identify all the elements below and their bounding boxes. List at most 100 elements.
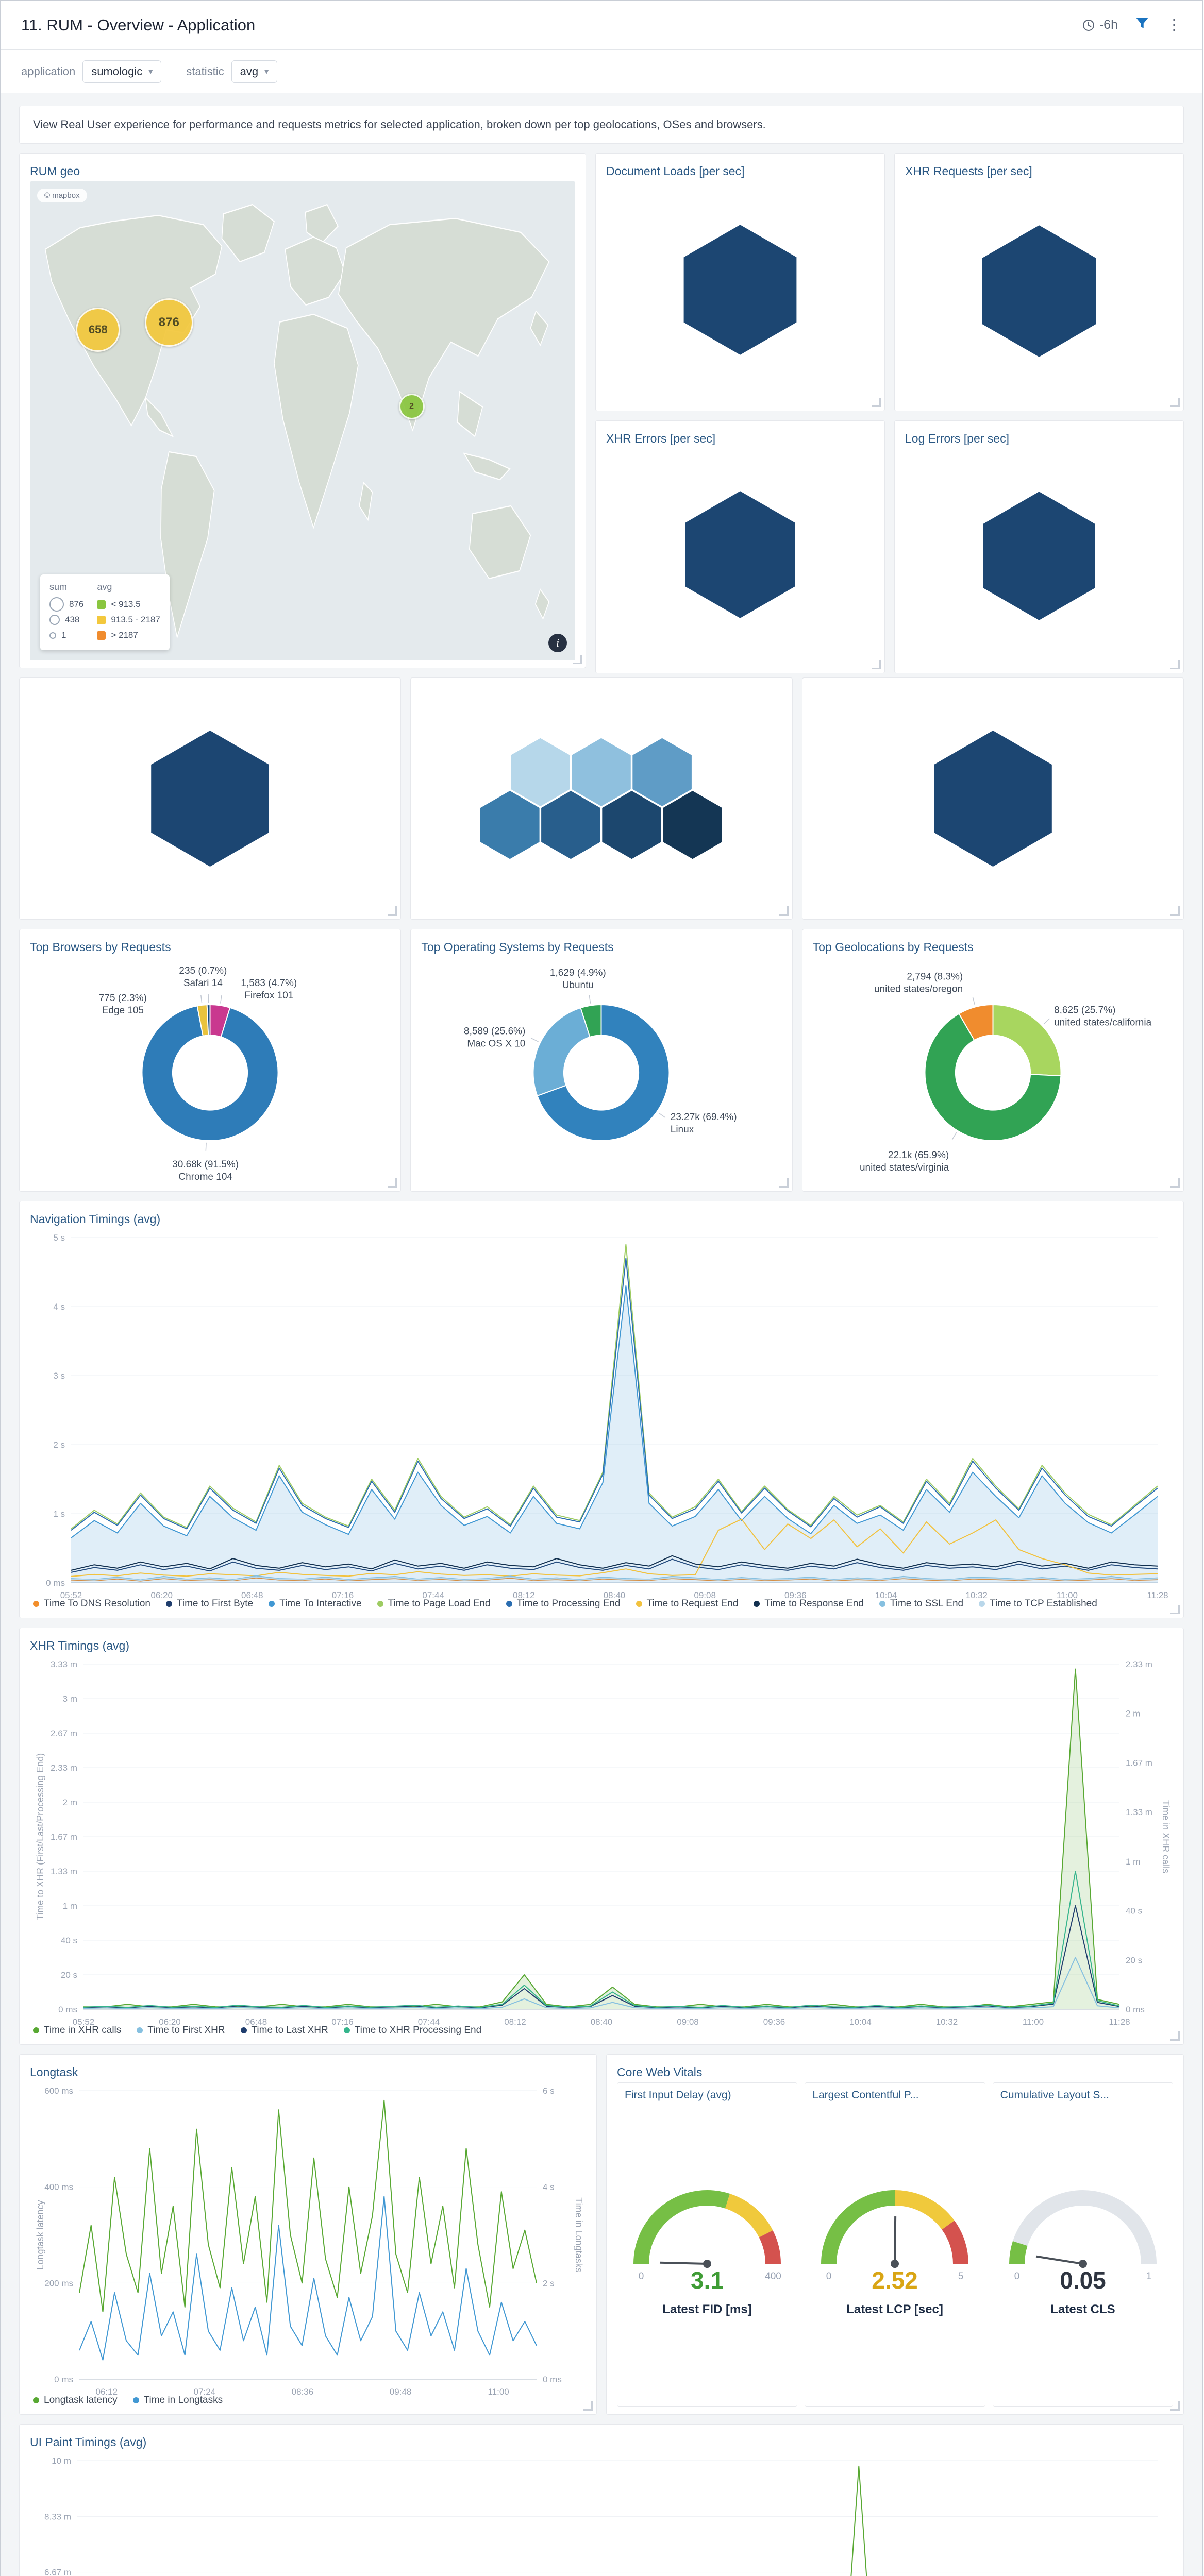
line-chart-xhr-timings[interactable]: 3.33 m 3 m 2.67 m 2.33 m 2 m 1.67 m 1.33 m 1 m 4…: [30, 1656, 1173, 2027]
svg-text:05:52: 05:52: [73, 2017, 95, 2027]
honeycomb-chart[interactable]: [905, 449, 1173, 666]
application-filter-value[interactable]: sumologic ▾: [82, 60, 162, 83]
honeycomb-chart[interactable]: [813, 685, 1173, 912]
svg-text:08:12: 08:12: [513, 1590, 535, 1600]
panel-top-os: Top Operating Systems by Requests 23.27k…: [410, 929, 793, 1192]
honeycomb-chart[interactable]: [905, 181, 1173, 403]
svg-text:1 m: 1 m: [1126, 1857, 1140, 1867]
map-bubble[interactable]: 2: [398, 394, 425, 420]
panel-title: Log Errors [per sec]: [905, 431, 1009, 445]
map-info-icon[interactable]: i: [548, 634, 567, 652]
legend-item[interactable]: Longtask latency: [33, 2395, 118, 2406]
svg-text:1.33 m: 1.33 m: [1126, 1807, 1152, 1817]
donut-chart-browsers[interactable]: 1,583 (4.7%) Firefox 101 30.68k (91.5%) Chr…: [30, 957, 390, 1184]
legend-item[interactable]: Time to XHR Processing End: [343, 2025, 481, 2036]
gauge-chart-lcp[interactable]: 0 5 2.52 Latest LCP [sec]: [812, 2104, 977, 2400]
panel-navigation-timings: Navigation Timings (avg) 5 s 4 s 3 s 2 s 1 s…: [19, 1201, 1184, 1618]
svg-text:1.33 m: 1.33 m: [51, 1867, 77, 1876]
map-bubble[interactable]: 876: [144, 298, 193, 347]
legend-range-label: > 2187: [111, 630, 138, 640]
donut-chart-os[interactable]: 23.27k (69.4%) Linux 8,589 (25.6%) Mac OS X…: [421, 957, 781, 1184]
legend-item[interactable]: Time to Request End: [636, 1598, 738, 1609]
clock-icon: [1082, 19, 1094, 31]
time-range-control[interactable]: -6h: [1082, 18, 1118, 32]
legend-item[interactable]: Time to Response End: [754, 1598, 864, 1609]
legend-label: Time to Response End: [764, 1598, 864, 1609]
svg-text:06:48: 06:48: [245, 2017, 267, 2027]
hexagon: [982, 225, 1096, 357]
panel-core-web-vitals: Core Web Vitals First Input Delay (avg) …: [606, 2054, 1184, 2415]
svg-text:600 ms: 600 ms: [44, 2086, 73, 2096]
legend-dot-icon: [879, 1601, 885, 1607]
line-chart-navigation-timings[interactable]: 5 s 4 s 3 s 2 s 1 s 0 ms 05:52 06:20 06:48 07:16 0…: [30, 1229, 1173, 1600]
filter-bar: application sumologic ▾ statistic avg ▾: [1, 50, 1202, 93]
map-legend-avg-label: avg: [97, 582, 112, 592]
svg-text:0 ms: 0 ms: [543, 2375, 562, 2384]
legend-item[interactable]: Time To Interactive: [269, 1598, 362, 1609]
legend-item[interactable]: Time to First XHR: [137, 2025, 225, 2036]
gauge-chart-cls[interactable]: 0 1 0.05 Latest CLS: [1000, 2104, 1165, 2400]
map-bubble[interactable]: 658: [76, 308, 121, 352]
hexagon: [511, 738, 571, 806]
legend-item[interactable]: Time to First Byte: [165, 1598, 253, 1609]
donut-chart-geolocations[interactable]: 8,625 (25.7%) united states/california 22.…: [813, 957, 1173, 1184]
svg-text:5: 5: [958, 2271, 964, 2282]
svg-text:775 (2.3%): 775 (2.3%): [99, 993, 147, 1004]
line-chart-ui-paint[interactable]: 10 m8.33 m6.67 m5 m3.33 m1.67 m0 ms05:52…: [30, 2452, 1173, 2576]
gauge-card-fid: First Input Delay (avg) 0 400 3.1 Latest FI…: [617, 2082, 798, 2407]
svg-text:Firefox 101: Firefox 101: [244, 990, 293, 1001]
gauge-chart-fid[interactable]: 0 400 3.1 Latest FID [ms]: [625, 2104, 790, 2400]
panel-xhr-errors-hex: XHR Errors [per sec]: [595, 420, 885, 673]
statistic-filter-value[interactable]: avg ▾: [231, 60, 278, 83]
legend-item[interactable]: Time in XHR calls: [33, 2025, 121, 2036]
gauge-title: Cumulative Layout S...: [1000, 2089, 1109, 2101]
svg-text:Latest CLS: Latest CLS: [1050, 2302, 1115, 2316]
honeycomb-chart[interactable]: [421, 685, 781, 912]
panel-title: Top Geolocations by Requests: [812, 940, 974, 954]
svg-text:1 m: 1 m: [63, 1901, 77, 1911]
svg-text:06:20: 06:20: [159, 2017, 181, 2027]
legend-item[interactable]: Time to Processing End: [506, 1598, 621, 1609]
legend-item[interactable]: Time to TCP Established: [979, 1598, 1097, 1609]
svg-text:06:48: 06:48: [241, 1590, 263, 1600]
svg-text:20 s: 20 s: [1126, 1955, 1142, 1965]
donut-slice: [537, 1004, 670, 1141]
legend-item[interactable]: Time To DNS Resolution: [33, 1598, 150, 1609]
legend-label: Time to TCP Established: [990, 1598, 1097, 1609]
svg-text:11:00: 11:00: [1023, 2017, 1044, 2027]
legend-item[interactable]: Time in Longtasks: [132, 2395, 223, 2406]
honeycomb-chart[interactable]: [606, 449, 874, 666]
svg-text:400 ms: 400 ms: [44, 2182, 73, 2192]
legend-label: Longtask latency: [44, 2395, 118, 2405]
application-filter[interactable]: application sumologic ▾: [21, 60, 162, 83]
svg-text:08:36: 08:36: [292, 2387, 314, 2397]
legend-item[interactable]: Time to SSL End: [879, 1598, 963, 1609]
svg-text:2.52: 2.52: [872, 2267, 918, 2294]
map-bubbles-layer: 658 876 2: [30, 181, 575, 660]
svg-text:2 s: 2 s: [53, 1440, 65, 1450]
filter-button[interactable]: [1135, 17, 1149, 33]
svg-text:united states/oregon: united states/oregon: [874, 984, 963, 995]
svg-text:06:12: 06:12: [96, 2387, 118, 2397]
chevron-down-icon: ▾: [264, 67, 269, 76]
svg-text:6 s: 6 s: [543, 2086, 555, 2096]
svg-text:06:20: 06:20: [150, 1590, 173, 1600]
kebab-menu-icon[interactable]: ⋮: [1166, 16, 1182, 33]
legend-label: Time to Processing End: [516, 1598, 621, 1609]
svg-text:8,589 (25.6%): 8,589 (25.6%): [464, 1026, 525, 1037]
legend-item[interactable]: Time to Last XHR: [240, 2025, 328, 2036]
series-line: [79, 2196, 537, 2361]
honeycomb-chart[interactable]: [30, 685, 390, 912]
line-chart-longtask[interactable]: 600 ms 400 ms 200 ms 0 ms 6 s 4 s 2 s 0 ms 06:12…: [30, 2082, 586, 2397]
chart-legend: Time in XHR calls Time to First XHR Time t…: [30, 2020, 1173, 2037]
svg-text:23.27k (69.4%): 23.27k (69.4%): [671, 1112, 737, 1123]
hexagon: [632, 738, 692, 806]
world-map[interactable]: 658 876 2 © mapbox i sum 876 438 1 avg < 9…: [30, 181, 575, 660]
map-attribution[interactable]: © mapbox: [37, 189, 87, 202]
panel-title: Top Operating Systems by Requests: [421, 940, 614, 954]
statistic-filter[interactable]: statistic avg ▾: [186, 60, 278, 83]
svg-text:40 s: 40 s: [1126, 1906, 1142, 1916]
panel-title: UI Paint Timings (avg): [30, 2435, 147, 2449]
honeycomb-chart[interactable]: [606, 181, 874, 403]
legend-item[interactable]: Time to Page Load End: [377, 1598, 491, 1609]
